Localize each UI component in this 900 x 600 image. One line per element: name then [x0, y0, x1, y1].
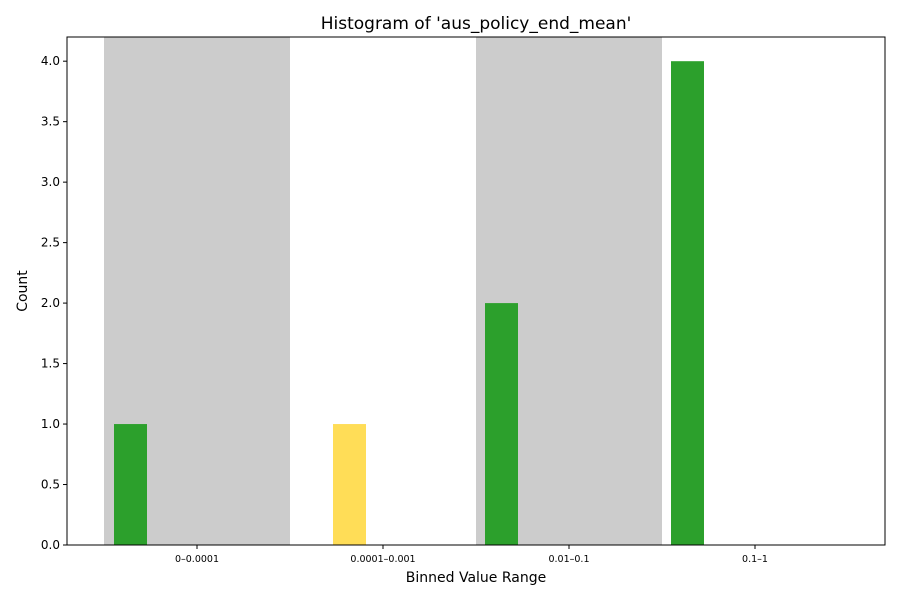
y-tick-label: 0.0	[41, 538, 60, 552]
bar-1	[114, 424, 147, 545]
bars	[114, 61, 704, 545]
y-axis: 0.0 0.5 1.0 1.5 2.0 2.5 3.0 3.5 4.0	[41, 54, 67, 552]
x-tick-label: 0.1–1	[742, 554, 768, 565]
y-tick-label: 0.5	[41, 478, 60, 492]
x-axis: 0–0.0001 0.0001–0.001 0.01–0.1 0.1–1	[175, 545, 768, 565]
y-tick-label: 1.5	[41, 357, 60, 371]
plot-frame	[66, 36, 886, 546]
x-tick-label: 0–0.0001	[175, 554, 219, 565]
bar-3	[485, 303, 518, 545]
bar-4	[671, 61, 704, 545]
y-tick-label: 2.5	[41, 236, 60, 250]
y-axis-label: Count	[15, 270, 31, 312]
y-tick-label: 2.0	[41, 296, 60, 310]
y-tick-label: 4.0	[41, 54, 60, 68]
y-tick-label: 3.0	[41, 175, 60, 189]
shaded-bands	[104, 37, 662, 545]
x-axis-label: Binned Value Range	[406, 570, 546, 586]
y-tick-label: 3.5	[41, 115, 60, 129]
x-tick-label: 0.01–0.1	[548, 554, 589, 565]
bar-2	[333, 424, 366, 545]
x-tick-label: 0.0001–0.001	[350, 554, 415, 565]
chart-title: Histogram of 'aus_policy_end_mean'	[321, 14, 632, 34]
y-tick-label: 1.0	[41, 417, 60, 431]
